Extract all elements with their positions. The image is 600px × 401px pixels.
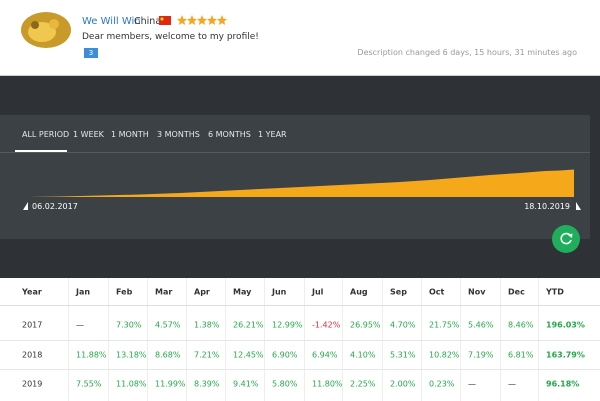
profile-card: We Will Win China Dear members, welcome … [0,0,600,76]
header-cell: Sep [390,287,407,297]
rating-stars [177,15,227,25]
growth-chart [23,169,581,210]
header-cell: Nov [468,287,486,297]
return-cell: 9.41% [233,379,259,389]
return-cell: 8.68% [155,350,181,359]
return-cell: 4.10% [350,350,376,359]
return-cell: 1.38% [194,320,220,330]
year-cell: 2017 [22,320,43,330]
header-cell: May [233,287,252,297]
return-cell: 8.46% [508,320,534,330]
return-cell: 5.31% [390,350,416,359]
header-cell: Dec [508,287,525,297]
return-cell: 11.08% [116,379,147,389]
start-date: 06.02.2017 [32,202,78,211]
return-cell: 5.46% [468,320,494,330]
description-changed: Description changed 6 days, 15 hours, 31… [357,48,577,57]
flag [159,16,171,25]
return-cell: 26.95% [350,320,381,330]
year-cell: 2019 [22,379,43,389]
return-cell: — [508,379,516,389]
return-cell: 7.55% [76,379,102,389]
growth-area [28,169,574,197]
yearly-returns-table: Year Jan Feb Mar Apr May Jun Jul Aug Sep Oct Nov Dec… [0,278,600,401]
period-tab[interactable]: 6 MONTHS [208,130,251,139]
period-tab[interactable]: 1 YEAR [258,130,287,139]
period-tab[interactable]: 1 WEEK [73,130,104,139]
row-border [0,339,600,341]
return-cell: 5.80% [272,379,298,389]
header-cell: Jun [272,287,287,297]
return-cell: 7.21% [194,350,220,359]
period-tab[interactable]: ALL PERIOD [22,130,70,139]
period-tab[interactable]: 3 MONTHS [157,130,200,139]
return-cell: 7.19% [468,350,494,359]
country: China [134,16,162,27]
return-cell: 10.82% [429,350,460,359]
return-cell: 7.30% [116,320,142,330]
avatar [21,12,71,48]
badge[interactable]: 3 [84,48,98,58]
return-cell: 6.81% [508,350,534,359]
profile-name[interactable]: We Will Win [82,16,141,27]
return-cell: — [76,320,84,330]
header-cell: Oct [429,287,445,297]
return-cell: 26.21% [233,320,264,330]
header-cell: Feb [116,287,133,297]
return-cell: 196.03% [546,320,585,330]
return-cell: 4.57% [155,320,181,330]
refresh-button[interactable] [551,224,581,254]
return-cell: -1.42% [312,320,341,330]
row-border [0,369,600,370]
header-cell: Aug [350,287,368,297]
return-cell: 163.79% [546,350,585,359]
return-cell: 8.39% [194,379,220,389]
return-cell: 0.23% [429,379,455,389]
return-cell: 11.88% [76,350,107,359]
header-cell: Jul [312,287,324,297]
return-cell: 6.94% [312,350,338,359]
return-cell: 21.75% [429,320,460,330]
return-cell: 2.00% [390,379,416,389]
return-cell: 96.18% [546,379,580,389]
return-cell: — [468,379,476,389]
header-border [0,305,600,306]
return-cell: 11.99% [155,379,186,389]
header-cell: YTD [546,287,564,297]
return-cell: 6.90% [272,350,298,359]
header-cell: Year [22,287,42,297]
return-cell: 2.25% [350,379,376,389]
header-cell: Mar [155,287,173,297]
header-cell: Apr [194,287,210,297]
end-date: 18.10.2019 [524,202,570,211]
greeting: Dear members, welcome to my profile! [82,32,259,42]
year-cell: 2018 [22,350,43,359]
return-cell: 12.45% [233,350,264,359]
return-cell: 12.99% [272,320,303,330]
return-cell: 4.70% [390,320,416,330]
header-cell: Jan [76,287,91,297]
return-cell: 11.80% [312,379,343,389]
active-tab-underline [15,150,67,152]
period-tab[interactable]: 1 MONTH [111,130,149,139]
return-cell: 13.18% [116,350,147,359]
